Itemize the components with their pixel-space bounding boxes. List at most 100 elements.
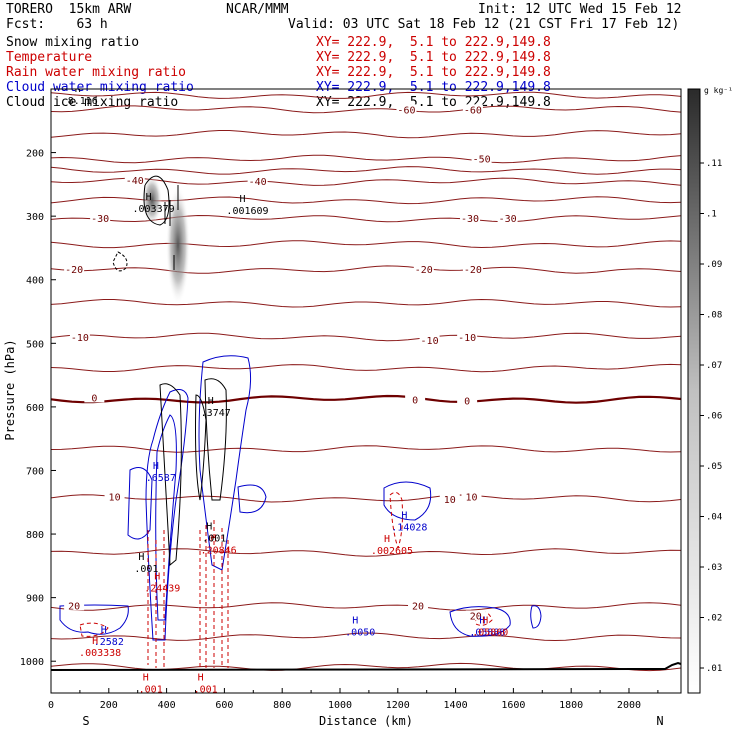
x-tick-label: 1800 (559, 700, 583, 711)
isotherm (51, 602, 681, 611)
max-marker: H (138, 552, 144, 563)
isotherm-label: 0 (412, 395, 418, 406)
isotherm-label: -40 (126, 176, 144, 187)
colorbar-label: .02 (706, 614, 722, 624)
isotherm-label-bg (124, 174, 145, 185)
y-axis-label: Pressure (hPa) (3, 339, 17, 440)
isotherm-label-bg (408, 600, 429, 611)
terrain-line (50, 661, 682, 671)
isotherm-label-bg (69, 331, 90, 342)
max-marker: H (143, 673, 149, 684)
max-marker: H (153, 461, 159, 472)
isotherm (51, 548, 681, 557)
isotherm-label: -30 (499, 214, 517, 225)
isotherm-label: -60 (397, 105, 415, 116)
isotherm (51, 494, 681, 503)
isotherm-label-bg (419, 335, 440, 346)
x-axis-label: Distance (km) (319, 714, 413, 728)
isotherm-label: 0 (464, 397, 470, 408)
isotherm-label: -10 (71, 333, 89, 344)
x-tick-label: 1000 (328, 700, 352, 711)
colorbar-label: .03 (706, 563, 722, 573)
x-tick-label: 200 (100, 700, 118, 711)
isotherm-label-bg (497, 213, 518, 224)
isotherm-label-bg (457, 331, 478, 342)
isotherm-label: -20 (65, 265, 83, 276)
isotherm-label-bg (471, 153, 492, 164)
max-marker: H (198, 673, 204, 684)
cloud-water-contour (237, 484, 267, 514)
plot-area: -60 -60 -50 -40 -40 -30 -30 -30 -20 -20 -20 -10 -10 -… (51, 84, 681, 693)
isotherm-label: -10 (421, 336, 439, 347)
rain-contour (389, 491, 403, 550)
isotherm-label-bg (90, 213, 111, 224)
isotherm-label: -10 (458, 333, 476, 344)
colorbar-label: .05 (706, 462, 722, 472)
max-value-label: 8.116 (68, 96, 98, 107)
isotherm-label: -20 (415, 265, 433, 276)
x-tick-label: 600 (215, 700, 233, 711)
colorbar-label: .08 (706, 311, 722, 321)
max-value-label: .0050 (345, 627, 375, 638)
plot-frame (50, 88, 682, 694)
max-marker: H (352, 615, 358, 626)
field-name-snow: Snow mixing ratio (6, 35, 140, 50)
x-tick-label: 1600 (501, 700, 525, 711)
isotherm-label-bg (405, 394, 426, 405)
max-marker: H (92, 636, 98, 647)
isotherm-label-bg (413, 263, 434, 274)
max-value-label: .05860 (472, 627, 508, 638)
isotherm-label: -20 (464, 265, 482, 276)
isotherm (51, 363, 681, 373)
field-xy-temperature: XY= 222.9, 5.1 to 222.9,149.8 (316, 50, 551, 65)
y-tick-label: 300 (26, 212, 44, 223)
y-tick-label: 900 (26, 594, 44, 605)
colorbar-label: .07 (706, 361, 722, 371)
field-xy-rain: XY= 222.9, 5.1 to 222.9,149.8 (316, 65, 551, 80)
isotherm-label-bg (247, 176, 268, 187)
rain-contour (147, 520, 229, 668)
colorbar: g kg⁻¹ .01 .02 .03 .04 .05 .06 .07 .08 .09 .1 .11 (687, 86, 733, 694)
y-tick-label: 600 (26, 403, 44, 414)
max-value-label: .3747 (201, 408, 231, 419)
max-marker: H (384, 534, 390, 545)
isotherm-label-bg (64, 600, 85, 611)
isotherm-label-bg (64, 263, 85, 274)
max-marker: H (75, 84, 81, 95)
isotherm-label: -60 (464, 105, 482, 116)
isotherm-label: 20 (412, 601, 424, 612)
colorbar-label: .04 (706, 513, 722, 523)
x-tick-label: 800 (273, 700, 291, 711)
isotherm (51, 91, 681, 99)
endpoint-label-north: N (656, 714, 663, 728)
colorbar-unit: g kg⁻¹ (704, 86, 733, 95)
x-tick-label: 1400 (444, 700, 468, 711)
valid-time: Valid: 03 UTC Sat 18 Feb 12 (21 CST Fri … (288, 17, 680, 32)
cloud-water-contour (198, 355, 252, 571)
colorbar-label: .11 (706, 159, 722, 169)
snow-shading (142, 175, 162, 225)
colorbar-label: .06 (706, 412, 722, 422)
isotherm-label: -30 (461, 214, 479, 225)
max-value-label: .05888 (469, 627, 505, 638)
max-value-label: .003338 (79, 648, 121, 659)
isotherm-label: 0 (91, 393, 97, 404)
source-label: NCAR/MMM (226, 2, 289, 17)
isotherm (51, 166, 681, 175)
endpoint-label-south: S (82, 714, 89, 728)
cloud-water-contour (449, 606, 511, 637)
y-tick-label: 700 (26, 466, 44, 477)
isotherm (51, 445, 681, 453)
snow-contour (204, 378, 227, 501)
isotherm-label-bg (457, 395, 478, 406)
isotherm-label: -40 (249, 177, 267, 188)
isotherm-label: 20 (470, 611, 482, 622)
y-tick-label: 800 (26, 530, 44, 541)
isotherm-label-bg (460, 213, 481, 224)
cloud-ice-contour (143, 175, 170, 226)
y-tick-label: 500 (26, 339, 44, 350)
max-marker: H (479, 615, 485, 626)
field-name-rain: Rain water mixing ratio (6, 65, 187, 80)
max-value-label: .001609 (226, 206, 268, 217)
